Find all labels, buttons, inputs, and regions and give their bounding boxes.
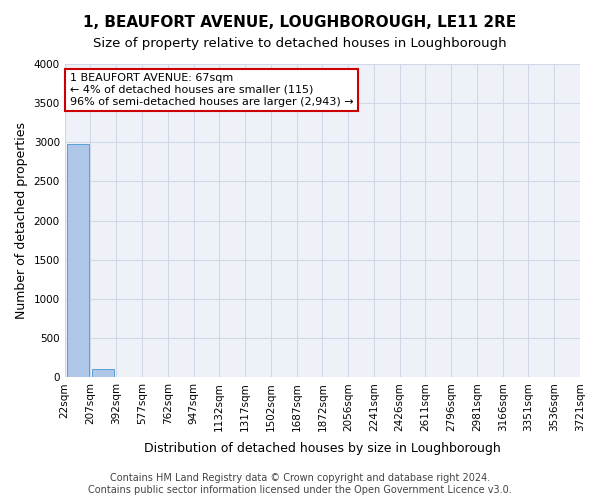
Text: Size of property relative to detached houses in Loughborough: Size of property relative to detached ho… [93,38,507,51]
Text: Contains HM Land Registry data © Crown copyright and database right 2024.
Contai: Contains HM Land Registry data © Crown c… [88,474,512,495]
Text: 1 BEAUFORT AVENUE: 67sqm
← 4% of detached houses are smaller (115)
96% of semi-d: 1 BEAUFORT AVENUE: 67sqm ← 4% of detache… [70,74,353,106]
Bar [92,369,114,378]
X-axis label: Distribution of detached houses by size in Loughborough: Distribution of detached houses by size … [144,442,501,455]
Text: 1, BEAUFORT AVENUE, LOUGHBOROUGH, LE11 2RE: 1, BEAUFORT AVENUE, LOUGHBOROUGH, LE11 2… [83,15,517,30]
Y-axis label: Number of detached properties: Number of detached properties [15,122,28,319]
Bar [67,144,89,378]
